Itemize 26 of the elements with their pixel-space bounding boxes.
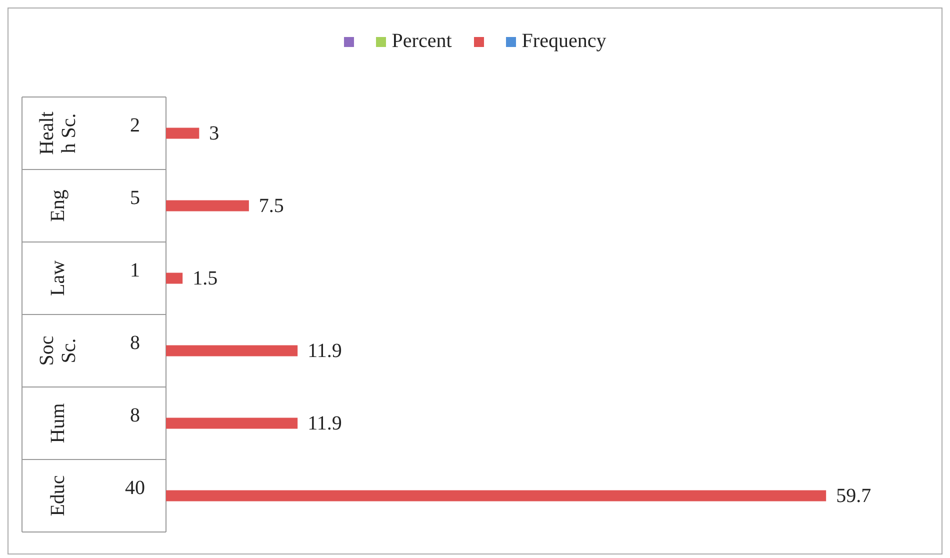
y-tick-label: Hum [47, 402, 69, 444]
bar [166, 272, 183, 284]
data-label: 7.5 [258, 194, 284, 217]
text: 1 [130, 259, 140, 282]
bar [166, 490, 826, 502]
data-label: 11.9 [308, 412, 342, 434]
y-tick-label: Healt h Sc. [36, 111, 80, 155]
text: 2 [130, 114, 140, 136]
bar [166, 200, 249, 212]
data-label: 3 [209, 122, 220, 144]
y-tick-label: Educ [47, 475, 69, 516]
legend-label: Frequency [522, 30, 606, 53]
y-tick-label: Eng [47, 190, 69, 222]
y-tick-label: Law [47, 260, 69, 296]
bar [166, 345, 298, 356]
data-label: 11.9 [308, 340, 342, 362]
data-label: 1.5 [192, 267, 218, 290]
text: 8 [130, 332, 140, 354]
y-tick-label: Soc Sc. [36, 336, 80, 366]
text: 5 [130, 186, 140, 209]
text: 40 [125, 476, 145, 499]
legend-label: Percent [392, 30, 452, 53]
bar [166, 418, 298, 429]
text: 8 [130, 404, 140, 426]
bar [166, 128, 200, 139]
data-label: 59.7 [836, 484, 872, 507]
